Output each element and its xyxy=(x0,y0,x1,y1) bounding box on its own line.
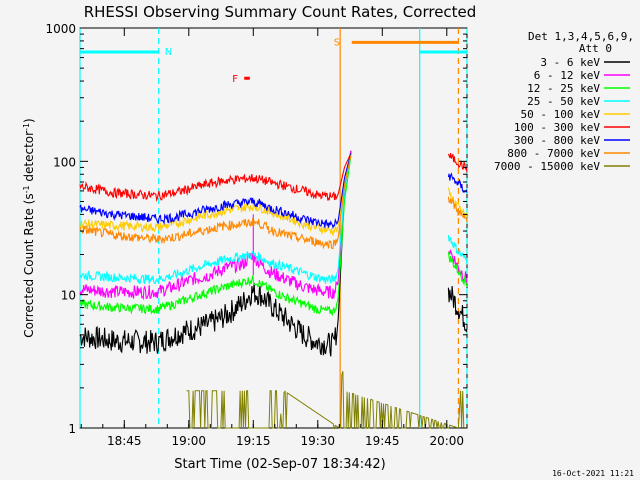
series-lines xyxy=(79,150,468,430)
legend-label-5: 100 - 300 keV xyxy=(514,121,600,134)
legend-label-8: 7000 - 15000 keV xyxy=(494,160,600,173)
vertical-markers xyxy=(79,28,468,428)
y-tick-label-0: 1 xyxy=(68,422,76,436)
legend-label-7: 800 - 7000 keV xyxy=(507,147,600,160)
plot-area xyxy=(79,27,468,429)
x-tick-label-3: 19:30 xyxy=(300,434,335,448)
y-tick-label-1: 10 xyxy=(61,289,76,303)
y-axis-label-mid: detector xyxy=(22,131,36,186)
x-axis-label: Start Time (02-Sep-07 18:34:42) xyxy=(174,457,385,472)
y-axis-label-sup1: -1 xyxy=(22,185,31,193)
state-bars: N S F xyxy=(80,37,467,85)
legend-label-2: 12 - 25 keV xyxy=(527,82,600,95)
legend-label-3: 25 - 50 keV xyxy=(527,95,600,108)
y-axis-label-end: ) xyxy=(22,118,36,123)
legend-title-line1: Det 1,3,4,5,6,9, xyxy=(528,30,634,43)
series-line-800-7000-kev xyxy=(79,154,468,250)
series-line-3-6-kev xyxy=(79,150,468,357)
y-tick-label-2: 100 xyxy=(53,155,76,169)
series-line-7000-15000-kev xyxy=(186,371,465,430)
y-axis: 1 10 100 1000 xyxy=(45,22,467,436)
x-tick-label-1: 19:00 xyxy=(171,434,206,448)
series-line-100-300-kev xyxy=(79,152,468,203)
footer-timestamp: 16-Oct-2021 11:21 xyxy=(552,469,634,478)
series-line-12-25-kev xyxy=(79,155,468,317)
legend-label-1: 6 - 12 keV xyxy=(534,69,601,82)
legend-label-4: 50 - 100 keV xyxy=(521,108,601,121)
state-bar-label-N: N xyxy=(165,47,172,58)
chart-title: RHESSI Observing Summary Count Rates, Co… xyxy=(84,3,477,21)
y-tick-label-3: 1000 xyxy=(45,22,76,36)
series-line-25-50-kev xyxy=(79,153,468,285)
x-tick-label-4: 19:45 xyxy=(365,434,400,448)
legend-label-0: 3 - 6 keV xyxy=(540,56,600,69)
y-axis-label-sup2: -1 xyxy=(22,123,31,131)
x-tick-label-0: 18:45 xyxy=(107,434,142,448)
y-axis-label: Corrected Count Rate (s-1 detector-1) xyxy=(22,118,37,337)
legend-title-line2: Att 0 xyxy=(579,42,612,55)
legend-label-6: 300 - 800 keV xyxy=(514,134,600,147)
y-axis-label-main: Corrected Count Rate (s xyxy=(22,193,36,337)
plot-frame xyxy=(79,27,468,429)
x-axis: 18:45 19:00 19:15 19:30 19:45 20:00 xyxy=(80,28,464,448)
x-tick-label-2: 19:15 xyxy=(236,434,271,448)
state-bar-label-S: S xyxy=(334,37,340,48)
state-bar-label-F: F xyxy=(232,74,238,85)
x-tick-label-5: 20:00 xyxy=(429,434,464,448)
series-line-300-800-kev xyxy=(79,153,468,230)
